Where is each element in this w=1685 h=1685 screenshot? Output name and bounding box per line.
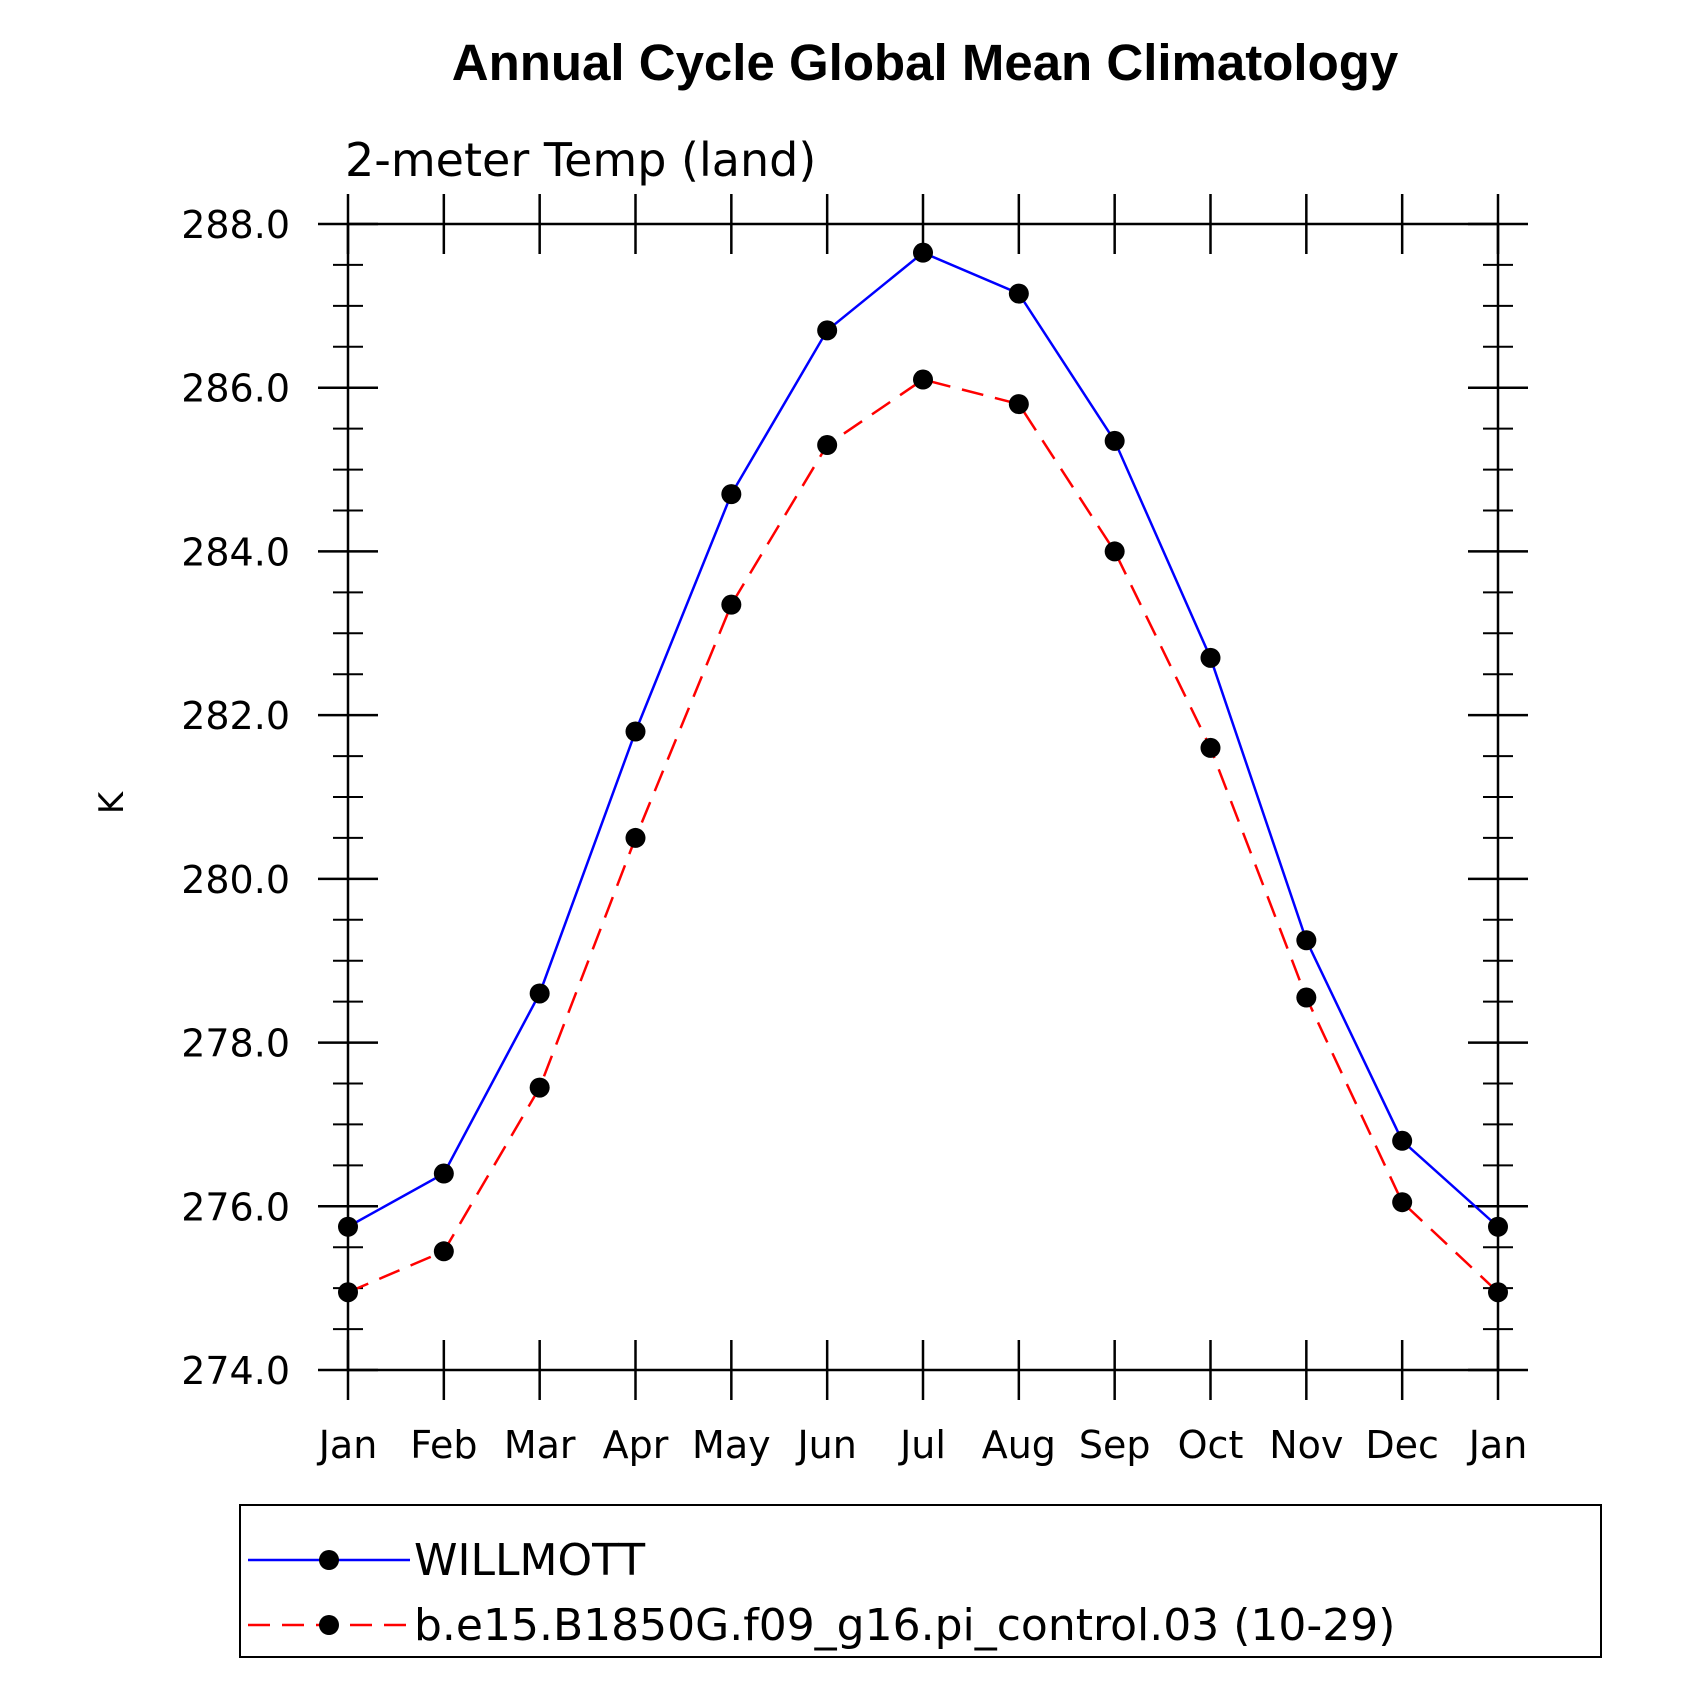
y-ticks: 274.0 276.0 278.0 280.0 282.0 284.0 286.0 288.0 (181, 203, 1528, 1393)
series-1-point (721, 484, 742, 505)
x-tick-label: May (692, 1423, 771, 1467)
x-tick-label: Jul (898, 1423, 946, 1467)
y-tick-label: 286.0 (181, 367, 290, 411)
x-tick-label: Oct (1178, 1423, 1244, 1467)
series-2-point (1296, 987, 1317, 1008)
x-tick-label: Nov (1269, 1423, 1343, 1467)
x-tick-label: Feb (410, 1423, 477, 1467)
series-1-point (433, 1163, 454, 1184)
series-1-point (1200, 647, 1221, 668)
legend-marker-2 (319, 1615, 339, 1635)
series-2-point (1488, 1282, 1508, 1303)
series-1-point (1008, 283, 1029, 304)
series-2-point (1008, 394, 1029, 415)
series-2-point (1104, 541, 1125, 562)
series-1-point (1392, 1130, 1413, 1151)
series-line-2 (347, 378, 1499, 1294)
series-1-point (338, 1216, 358, 1237)
series-1-point (1488, 1216, 1508, 1237)
series-2-point (817, 435, 838, 456)
x-ticks: Jan Feb Mar Apr May Jun Jul Aug Sep Oct Nov Dec Jan (317, 194, 1528, 1467)
y-tick-label: 282.0 (181, 694, 290, 738)
chart-title: Annual Cycle Global Mean Climatology (452, 34, 1399, 91)
series-1-point (625, 721, 646, 742)
y-tick-label: 280.0 (181, 858, 290, 902)
legend-label-1: WILLMOTT (414, 1535, 645, 1586)
x-tick-label: Jan (317, 1423, 378, 1467)
plot-frame (346, 222, 1500, 1372)
x-tick-label: Jun (795, 1423, 856, 1467)
y-tick-label: 274.0 (181, 1349, 290, 1393)
series-layer (338, 242, 1508, 1303)
series-2-point (1200, 737, 1221, 758)
y-tick-label: 284.0 (181, 530, 290, 574)
legend-label-2: b.e15.B1850G.f09_g16.pi_control.03 (10-2… (414, 1600, 1395, 1651)
series-2-point (529, 1077, 550, 1098)
series-1-point (529, 983, 550, 1004)
series-2-point (338, 1282, 358, 1303)
series-1-point (1296, 930, 1317, 951)
y-tick-label: 278.0 (181, 1022, 290, 1066)
series-line-1 (347, 251, 1499, 1228)
series-2-point (913, 369, 933, 390)
series-1-point (1104, 430, 1125, 451)
y-tick-label: 276.0 (181, 1185, 290, 1229)
series-2-point (1392, 1192, 1413, 1213)
y-axis-label: K (92, 790, 132, 814)
series-2-point (433, 1241, 454, 1262)
x-tick-label: Aug (982, 1423, 1056, 1467)
y-tick-label: 288.0 (181, 203, 290, 247)
legend: WILLMOTT b.e15.B1850G.f09_g16.pi_control.… (239, 1504, 1602, 1658)
x-tick-label: Mar (504, 1423, 576, 1467)
series-1-point (817, 320, 838, 341)
x-tick-label: Jan (1467, 1423, 1528, 1467)
legend-entries: WILLMOTT b.e15.B1850G.f09_g16.pi_control.… (248, 1535, 1395, 1651)
legend-box (239, 1504, 1602, 1658)
x-tick-label: Apr (603, 1423, 669, 1467)
x-tick-label: Dec (1365, 1423, 1439, 1467)
legend-marker-1 (319, 1550, 339, 1570)
chart-subtitle: 2-meter Temp (land) (345, 133, 816, 187)
series-1-point (913, 242, 933, 263)
series-2-point (721, 594, 742, 615)
series-2-point (625, 827, 646, 848)
x-tick-label: Sep (1079, 1423, 1151, 1467)
